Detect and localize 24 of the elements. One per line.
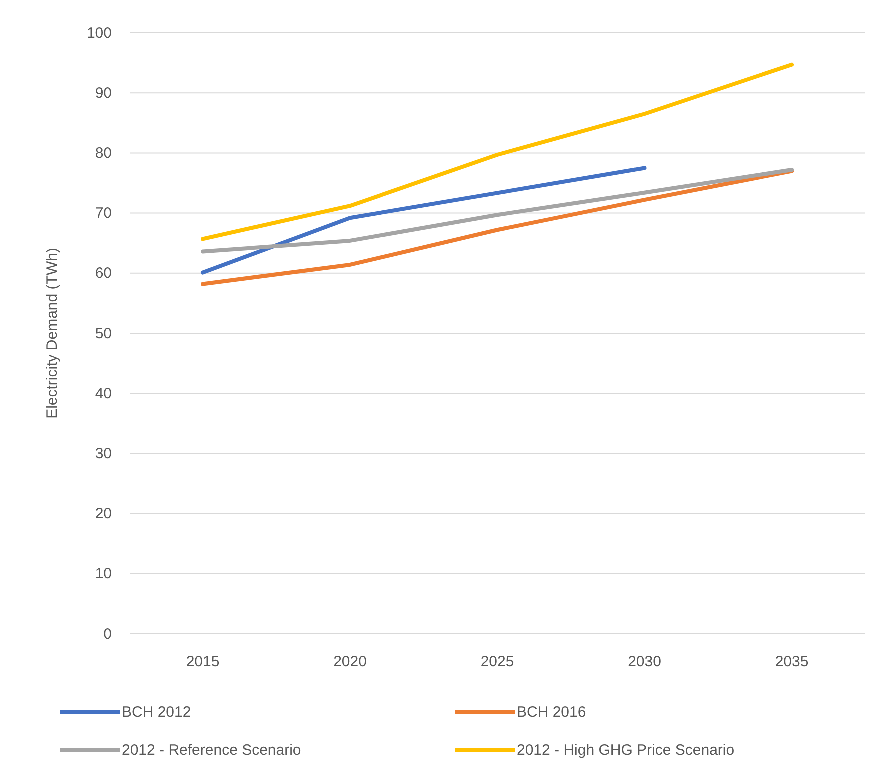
y-tick-label: 100 xyxy=(86,24,112,42)
legend-label: 2012 - Reference Scenario xyxy=(122,742,302,759)
y-tick-label: 20 xyxy=(95,506,112,523)
y-axis-title: Electricity Demand (TWh) xyxy=(44,248,61,419)
x-tick-label: 2015 xyxy=(186,654,220,671)
y-tick-label: 90 xyxy=(95,84,112,102)
y-tick-label: 40 xyxy=(95,385,112,402)
y-tick-label: 30 xyxy=(95,446,112,462)
y-tick-label: 70 xyxy=(95,205,112,222)
x-tick-label: 2025 xyxy=(480,654,514,671)
line-series xyxy=(201,168,794,254)
legend-label: 2012 - High GHG Price Scenario xyxy=(517,742,735,759)
y-tick-label: 10 xyxy=(95,566,112,583)
legend-label: BCH 2012 xyxy=(122,704,192,721)
line-series xyxy=(201,62,794,242)
y-tick-label: 80 xyxy=(95,145,112,162)
x-tick-label: 2030 xyxy=(628,654,662,671)
y-tick-label: 0 xyxy=(104,626,112,643)
y-tick-label: 60 xyxy=(95,265,112,282)
x-tick-label: 2035 xyxy=(775,654,809,671)
line-series xyxy=(201,169,794,286)
y-tick-label: 50 xyxy=(95,325,112,342)
legend-label: BCH 2016 xyxy=(517,704,586,721)
x-tick-label: 2020 xyxy=(334,654,367,671)
